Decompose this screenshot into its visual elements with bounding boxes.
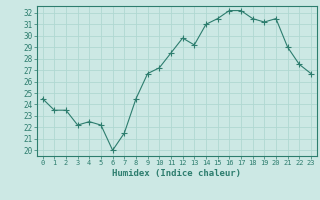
X-axis label: Humidex (Indice chaleur): Humidex (Indice chaleur): [112, 169, 241, 178]
